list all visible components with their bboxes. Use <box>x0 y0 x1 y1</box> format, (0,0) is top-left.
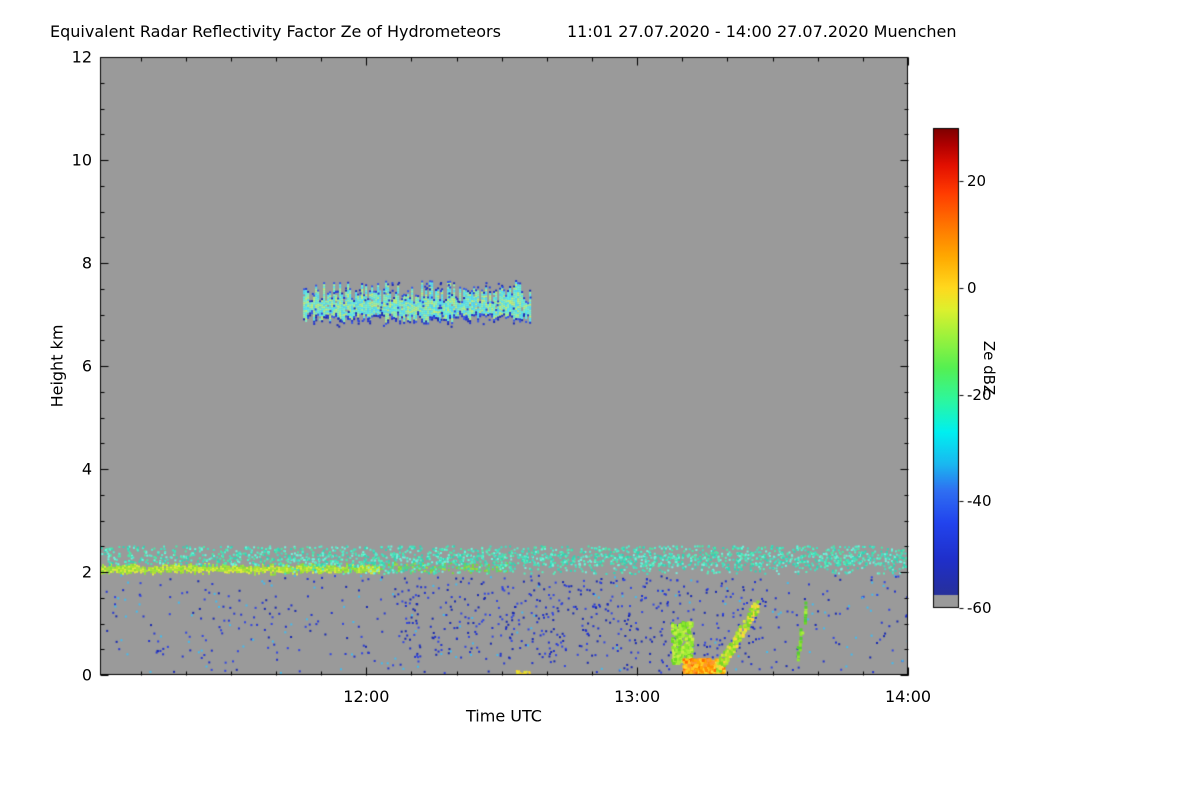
figure-title-period: 11:01 27.07.2020 - 14:00 27.07.2020 Muen… <box>567 22 957 41</box>
y-tick-label: 8 <box>81 253 92 273</box>
y-tick-label: 4 <box>81 459 92 479</box>
colorbar-tick-label: -60 <box>967 599 992 617</box>
x-tick-label: 12:00 <box>343 687 390 706</box>
y-tick-label: 10 <box>71 150 92 170</box>
colorbar-tick-label: 20 <box>967 172 987 191</box>
colorbar-tick-label: -40 <box>967 492 992 511</box>
x-tick-label: 13:00 <box>614 687 661 706</box>
x-axis-label: Time UTC <box>466 706 542 726</box>
figure-title: Equivalent Radar Reflectivity Factor Ze … <box>50 22 501 41</box>
y-tick-label: 2 <box>81 562 92 582</box>
y-tick-label: 12 <box>71 47 92 67</box>
colorbar-tick-label: -20 <box>967 385 992 404</box>
y-tick-label: 6 <box>81 356 92 376</box>
y-axis-label: Height km <box>47 324 67 408</box>
colorbar-tick-label: 0 <box>967 279 977 297</box>
x-tick-label: 14:00 <box>884 687 932 706</box>
y-tick-label: 0 <box>81 665 92 685</box>
